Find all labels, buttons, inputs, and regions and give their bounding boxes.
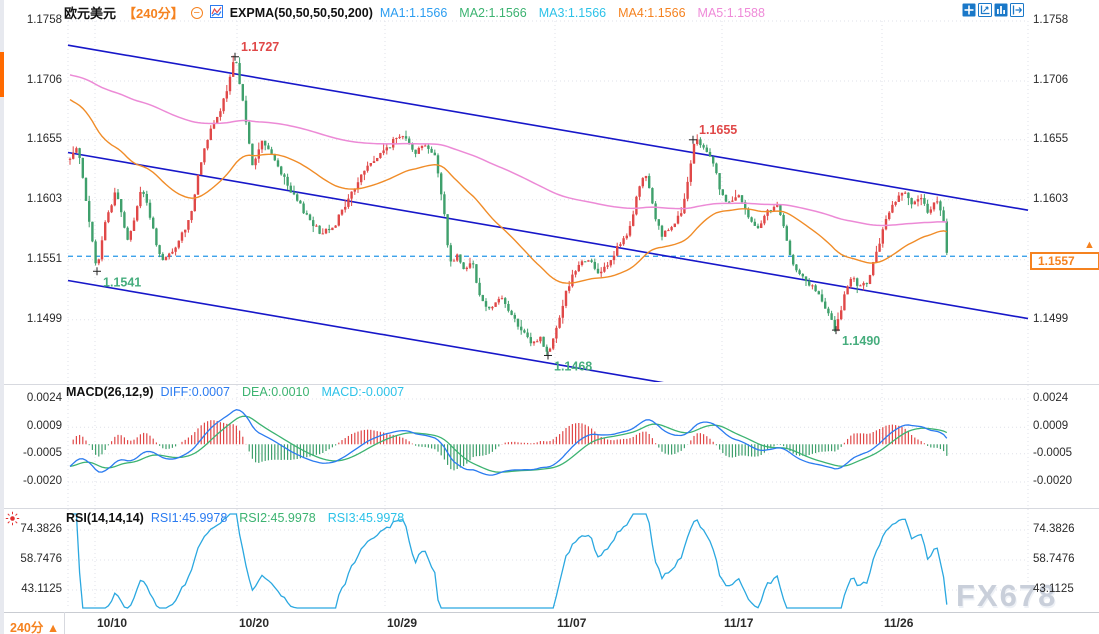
rsi-value: RSI2:45.9978 xyxy=(239,511,316,525)
price-axis-label: 1.1499 xyxy=(1033,312,1069,325)
indicator-settings-icon[interactable] xyxy=(5,511,20,531)
price-axis-label: 1.1499 xyxy=(26,312,62,325)
price-axis-label: 1.1706 xyxy=(26,73,62,86)
ma-value: MA2:1.1566 xyxy=(459,5,527,20)
macd-header: MACD(26,12,9) DIFF:0.0007 DEA:0.0010 MACD:… xyxy=(66,385,406,399)
price-up-arrow-icon: ▲ xyxy=(1084,239,1095,251)
rsi-axis-label: 74.3826 xyxy=(1033,523,1075,535)
svg-text:1.1541: 1.1541 xyxy=(103,275,141,289)
rsi-axis-label: 74.3826 xyxy=(20,523,62,535)
svg-text:1.1490: 1.1490 xyxy=(842,334,880,348)
macd-value: DEA:0.0010 xyxy=(242,385,310,399)
chart-toolbar xyxy=(962,3,1024,17)
macd-axis-label: 0.0024 xyxy=(1033,392,1069,404)
bar-chart-icon[interactable] xyxy=(994,3,1008,17)
time-axis-divider xyxy=(64,612,65,634)
ma-value: MA1:1.1566 xyxy=(379,5,448,20)
date-axis-label: 11/17 xyxy=(724,616,754,630)
date-axis-label: 10/20 xyxy=(239,616,270,630)
timeframe-button[interactable]: 240分 ▲ xyxy=(10,621,60,634)
rsi-value: RSI3:45.9978 xyxy=(327,511,405,525)
macd-axis-label: 0.0024 xyxy=(26,392,62,404)
rsi-title: RSI(14,14,14) xyxy=(66,511,144,525)
macd-values: DIFF:0.0007 DEA:0.0010 MACD:-0.0007 xyxy=(161,385,407,399)
ma-value: MA3:1.1566 xyxy=(538,5,607,20)
ma-value: MA5:1.1588 xyxy=(697,5,765,20)
pan-icon[interactable] xyxy=(962,3,976,17)
last-price-badge: 1.1557 xyxy=(1030,252,1099,270)
price-axis-label: 1.1758 xyxy=(26,14,62,26)
svg-text:1.1655: 1.1655 xyxy=(699,123,737,137)
collapse-icon[interactable]: − xyxy=(190,6,203,19)
main-chart-header: 欧元美元 【240分】 − EXPMA(50,50,50,50,200) MA1… xyxy=(64,3,767,22)
panel-divider xyxy=(0,508,1099,509)
price-axis-label: 1.1551 xyxy=(26,252,62,265)
date-axis-label: 10/29 xyxy=(387,616,418,630)
rsi-axis-label: 58.7476 xyxy=(1033,552,1075,565)
rsi-values: RSI1:45.9978 RSI2:45.9978 RSI3:45.9978 xyxy=(151,511,406,525)
indicator-chart-icon[interactable] xyxy=(209,4,223,21)
panel-divider xyxy=(0,384,1099,385)
date-axis-label: 11/07 xyxy=(557,616,587,630)
scroll-thumb[interactable] xyxy=(0,52,4,97)
macd-axis-label: -0.0020 xyxy=(1033,475,1073,487)
macd-axis-label: 0.0009 xyxy=(1033,420,1069,433)
date-axis-label: 11/26 xyxy=(884,616,914,630)
price-axis-label: 1.1603 xyxy=(1033,192,1069,205)
price-axis-label: 1.1603 xyxy=(26,192,62,205)
rsi-axis-label: 58.7476 xyxy=(20,552,62,565)
macd-axis-label: -0.0020 xyxy=(22,475,62,487)
date-axis-label: 10/10 xyxy=(97,616,128,630)
ma-value: MA4:1.1566 xyxy=(618,5,686,20)
svg-text:1.1468: 1.1468 xyxy=(554,359,592,373)
price-axis-label: 1.1706 xyxy=(1033,73,1069,86)
left-scroll-strip[interactable] xyxy=(0,0,4,634)
price-axis-label: 1.1758 xyxy=(1033,14,1069,26)
macd-title: MACD(26,12,9) xyxy=(66,385,154,399)
svg-text:1.1727: 1.1727 xyxy=(241,40,279,54)
macd-value: MACD:-0.0007 xyxy=(321,385,405,399)
macd-axis-label: -0.0005 xyxy=(22,446,62,459)
macd-value: DIFF:0.0007 xyxy=(160,385,231,399)
price-axis-label: 1.1655 xyxy=(26,132,62,145)
rsi-header: RSI(14,14,14) RSI1:45.9978 RSI2:45.9978 RS… xyxy=(66,511,406,525)
macd-axis-label: -0.0005 xyxy=(1033,446,1073,459)
axis-scale-icon[interactable] xyxy=(978,3,992,17)
expma-label: EXPMA(50,50,50,50,200) xyxy=(229,5,373,20)
pop-out-icon[interactable] xyxy=(1010,3,1024,17)
time-axis-bar xyxy=(0,612,1099,634)
rsi-axis-label: 43.1125 xyxy=(1033,583,1074,595)
price-axis-label: 1.1655 xyxy=(1033,132,1069,145)
rsi-axis-label: 43.1125 xyxy=(21,583,62,595)
timeframe-label: 【240分】 xyxy=(123,6,184,21)
ma-values: MA1:1.1566 MA2:1.1566 MA3:1.1566 MA4:1.1566… xyxy=(380,6,767,20)
rsi-value: RSI1:45.9978 xyxy=(150,511,228,525)
macd-axis-label: 0.0009 xyxy=(26,420,62,433)
symbol-name: 欧元美元 xyxy=(64,6,117,21)
